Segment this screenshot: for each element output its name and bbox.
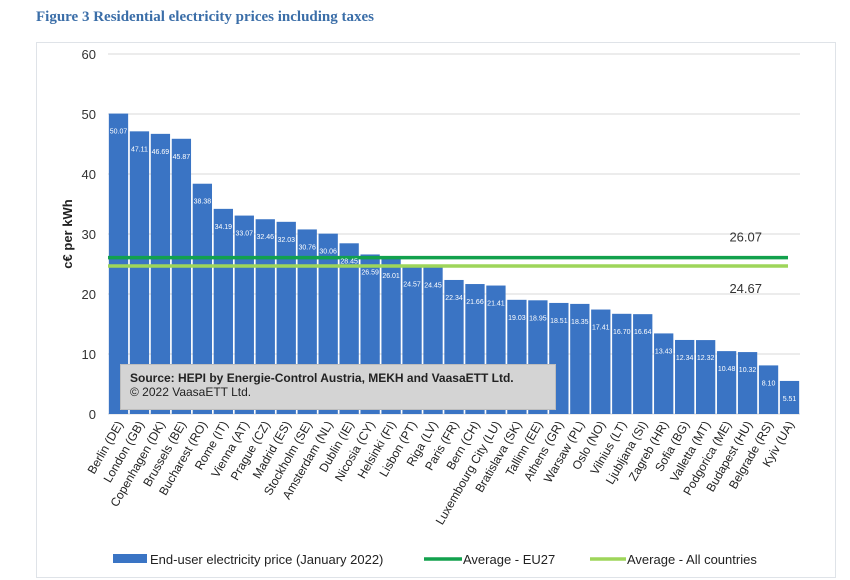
- data-label: 26.59: [361, 269, 379, 276]
- legend-label-bars: End-user electricity price (January 2022…: [150, 552, 383, 567]
- data-label: 17.41: [592, 325, 610, 332]
- data-label: 18.51: [550, 318, 568, 325]
- data-label: 18.35: [571, 319, 589, 326]
- bar: [716, 351, 737, 414]
- bar: [108, 113, 129, 414]
- bar: [129, 131, 150, 414]
- data-label: 24.45: [424, 282, 442, 289]
- y-axis-label: c€ per kWh: [60, 199, 75, 268]
- data-label: 22.34: [445, 295, 463, 302]
- avg-eu27-label: 26.07: [729, 230, 762, 245]
- source-line-2: © 2022 VaasaETT Ltd.: [130, 385, 252, 399]
- data-label: 19.03: [508, 315, 526, 322]
- bar: [695, 340, 716, 414]
- data-label: 50.07: [110, 129, 128, 136]
- bar: [737, 352, 758, 414]
- bar: [675, 339, 695, 414]
- bar: [192, 183, 213, 414]
- data-label: 21.66: [466, 299, 484, 306]
- data-label: 34.19: [215, 224, 233, 231]
- data-label: 21.41: [487, 301, 505, 308]
- data-label: 32.46: [257, 234, 275, 241]
- data-label: 12.32: [697, 355, 715, 362]
- data-label: 33.07: [236, 231, 254, 238]
- bar: [150, 133, 171, 415]
- legend-swatch-bars: [113, 554, 147, 563]
- data-label: 5.51: [783, 396, 797, 403]
- y-tick-label: 10: [82, 347, 96, 362]
- legend-label-eu27: Average - EU27: [463, 552, 555, 567]
- data-label: 16.70: [613, 329, 631, 336]
- source-line-1: Source: HEPI by Energie-Control Austria,…: [130, 371, 514, 385]
- data-label: 8.10: [762, 380, 776, 387]
- data-label: 28.45: [340, 258, 358, 265]
- data-label: 38.38: [194, 199, 212, 206]
- bar: [758, 365, 779, 414]
- bar: [591, 309, 611, 414]
- data-label: 30.06: [319, 249, 337, 256]
- data-label: 10.32: [739, 367, 757, 374]
- bar: [633, 314, 653, 414]
- y-tick-label: 40: [82, 167, 96, 182]
- data-label: 45.87: [173, 154, 191, 161]
- bar: [654, 333, 674, 414]
- y-tick-label: 20: [82, 287, 96, 302]
- bar: [213, 208, 233, 414]
- source-note: Source: HEPI by Energie-Control Austria,…: [120, 364, 556, 410]
- bar: [570, 303, 590, 414]
- bar: [779, 380, 800, 414]
- data-label: 30.76: [298, 244, 316, 251]
- y-tick-label: 0: [89, 407, 96, 422]
- data-label: 46.69: [152, 149, 170, 156]
- bar: [171, 138, 192, 414]
- y-tick-label: 30: [82, 227, 96, 242]
- y-tick-label: 50: [82, 107, 96, 122]
- data-label: 26.01: [382, 273, 400, 280]
- y-tick-label: 60: [82, 47, 96, 62]
- data-label: 13.43: [655, 348, 673, 355]
- avg-all-label: 24.67: [729, 281, 762, 296]
- data-label: 16.64: [634, 329, 652, 336]
- data-label: 10.48: [718, 366, 736, 373]
- bar: [612, 313, 632, 414]
- figure-title: Figure 3 Residential electricity prices …: [36, 9, 375, 25]
- chart-frame: [36, 42, 836, 578]
- legend-label-all: Average - All countries: [627, 552, 757, 567]
- data-label: 18.95: [529, 315, 547, 322]
- data-label: 12.34: [676, 355, 694, 362]
- data-label: 32.03: [277, 237, 295, 244]
- data-label: 24.57: [403, 282, 421, 289]
- data-label: 47.11: [131, 146, 148, 153]
